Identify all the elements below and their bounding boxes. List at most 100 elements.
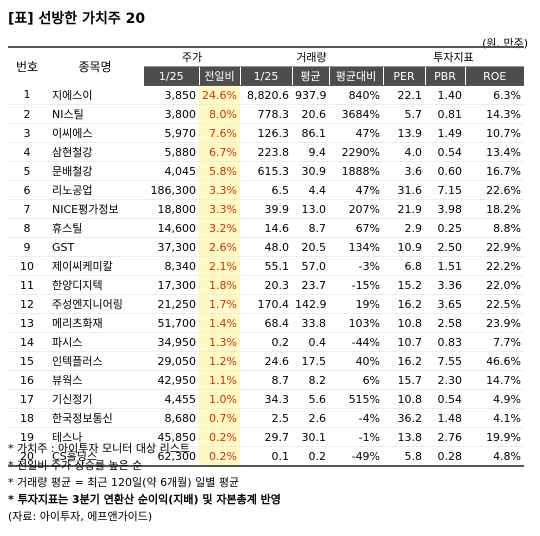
col-header-no: 번호 <box>8 46 46 86</box>
cell-pbr: 0.83 <box>425 332 466 352</box>
cell-name: 지에스이 <box>46 85 144 105</box>
cell-roe: 10.7% <box>465 123 525 143</box>
cell-name: 휴스틸 <box>46 218 144 238</box>
cell-name: 파시스 <box>46 332 144 352</box>
cell-volume: 8.7 <box>240 370 292 390</box>
cell-price-change: 1.1% <box>199 370 240 390</box>
cell-volume: 39.9 <box>240 199 292 219</box>
cell-roe: 13.4% <box>465 142 525 162</box>
col-header-name: 종목명 <box>46 46 144 86</box>
cell-name: NICE평가정보 <box>46 199 144 219</box>
table-row: 9 GST 37,300 2.6% 48.0 20.5 134% 10.9 2.50 22.9% <box>8 237 525 257</box>
cell-volume-avg: 937.9 <box>292 85 329 105</box>
cell-price: 45,850 <box>144 427 199 447</box>
cell-pbr: 0.54 <box>425 389 466 409</box>
cell-no: 14 <box>8 332 46 352</box>
cell-pbr: 1.49 <box>425 123 466 143</box>
cell-volume-avg: 13.0 <box>292 199 329 219</box>
table-row: 7 NICE평가정보 18,800 3.3% 39.9 13.0 207% 21.9 3.98 1… <box>8 199 525 219</box>
cell-price: 4,045 <box>144 161 199 181</box>
cell-price-change: 0.2% <box>199 427 240 447</box>
cell-no: 15 <box>8 351 46 371</box>
cell-roe: 22.6% <box>465 180 525 200</box>
cell-price-change: 3.3% <box>199 180 240 200</box>
cell-per: 6.8 <box>383 256 426 276</box>
cell-price-change: 1.2% <box>199 351 240 371</box>
cell-volume-avg: 8.2 <box>292 370 329 390</box>
cell-no: 12 <box>8 294 46 314</box>
cell-volume-ratio: 103% <box>329 313 384 333</box>
cell-roe: 4.9% <box>465 389 525 409</box>
table-row: 19 테스나 45,850 0.2% 29.7 30.1 -1% 13.8 2.76 19.9% <box>8 427 525 447</box>
cell-price-change: 1.3% <box>199 332 240 352</box>
cell-price: 5,970 <box>144 123 199 143</box>
cell-name: GST <box>46 237 144 257</box>
table-row: 2 NI스틸 3,800 8.0% 778.3 20.6 3684% 5.7 0.81 14.3% <box>8 104 525 124</box>
cell-per: 10.8 <box>383 389 426 409</box>
cell-per: 16.2 <box>383 294 426 314</box>
cell-volume-ratio: -3% <box>329 256 384 276</box>
table-row: 3 이씨에스 5,970 7.6% 126.3 86.1 47% 13.9 1.49 10.7% <box>8 123 525 143</box>
cell-volume: 20.3 <box>240 275 292 295</box>
table-row: 8 휴스틸 14,600 3.2% 14.6 8.7 67% 2.9 0.25 8.8% <box>8 218 525 238</box>
cell-pbr: 0.81 <box>425 104 466 124</box>
cell-volume: 223.8 <box>240 142 292 162</box>
cell-volume: 48.0 <box>240 237 292 257</box>
cell-volume: 170.4 <box>240 294 292 314</box>
cell-name: CS홀딩스 <box>46 446 144 467</box>
cell-pbr: 0.54 <box>425 142 466 162</box>
table-row: 5 문배철강 4,045 5.8% 615.3 30.9 1888% 3.6 0.60 16.7% <box>8 161 525 181</box>
cell-no: 9 <box>8 237 46 257</box>
table-row: 16 뷰웍스 42,950 1.1% 8.7 8.2 6% 15.7 2.30 14.7% <box>8 370 525 390</box>
cell-no: 13 <box>8 313 46 333</box>
cell-volume-avg: 4.4 <box>292 180 329 200</box>
cell-per: 10.9 <box>383 237 426 257</box>
col-header-volume-ratio: 평균대비 <box>328 66 384 86</box>
cell-price-change: 6.7% <box>199 142 240 162</box>
cell-roe: 46.6% <box>465 351 525 371</box>
table-row: 20 CS홀딩스 62,300 0.2% 0.1 0.2 -49% 5.8 0.28 4.8% <box>8 446 525 467</box>
cell-no: 17 <box>8 389 46 409</box>
cell-roe: 22.5% <box>465 294 525 314</box>
cell-volume-ratio: 47% <box>329 123 384 143</box>
cell-volume-ratio: -15% <box>329 275 384 295</box>
cell-roe: 23.9% <box>465 313 525 333</box>
cell-price: 21,250 <box>144 294 199 314</box>
cell-volume-avg: 20.6 <box>292 104 329 124</box>
cell-volume-ratio: -44% <box>329 332 384 352</box>
cell-pbr: 3.98 <box>425 199 466 219</box>
cell-volume-avg: 142.9 <box>292 294 329 314</box>
cell-pbr: 2.50 <box>425 237 466 257</box>
table-row: 11 한양디지텍 17,300 1.8% 20.3 23.7 -15% 15.2 3.36 22.… <box>8 275 525 295</box>
cell-price-change: 1.8% <box>199 275 240 295</box>
cell-pbr: 3.65 <box>425 294 466 314</box>
cell-volume-ratio: 207% <box>329 199 384 219</box>
cell-name: 리노공업 <box>46 180 144 200</box>
cell-name: 뷰웍스 <box>46 370 144 390</box>
cell-price: 186,300 <box>144 180 199 200</box>
cell-no: 18 <box>8 408 46 428</box>
cell-volume: 8,820.6 <box>240 85 292 105</box>
cell-price-change: 3.2% <box>199 218 240 238</box>
cell-volume-avg: 23.7 <box>292 275 329 295</box>
cell-per: 13.9 <box>383 123 426 143</box>
table-row: 15 인텍플러스 29,050 1.2% 24.6 17.5 40% 16.2 7.55 46.6… <box>8 351 525 371</box>
cell-no: 6 <box>8 180 46 200</box>
table-row: 18 한국정보통신 8,680 0.7% 2.5 2.6 -4% 36.2 1.48 4.1% <box>8 408 525 428</box>
cell-pbr: 1.51 <box>425 256 466 276</box>
cell-name: 기신정기 <box>46 389 144 409</box>
cell-name: 인텍플러스 <box>46 351 144 371</box>
cell-price-change: 1.4% <box>199 313 240 333</box>
cell-volume: 68.4 <box>240 313 292 333</box>
cell-per: 13.8 <box>383 427 426 447</box>
cell-pbr: 0.25 <box>425 218 466 238</box>
col-header-volume-date: 1/25 <box>239 66 292 86</box>
cell-volume-ratio: 47% <box>329 180 384 200</box>
cell-name: 한국정보통신 <box>46 408 144 428</box>
cell-pbr: 3.36 <box>425 275 466 295</box>
cell-price: 8,340 <box>144 256 199 276</box>
cell-volume: 778.3 <box>240 104 292 124</box>
group-header-price: 주가 <box>144 46 240 67</box>
cell-roe: 14.7% <box>465 370 525 390</box>
cell-price-change: 24.6% <box>199 85 240 105</box>
